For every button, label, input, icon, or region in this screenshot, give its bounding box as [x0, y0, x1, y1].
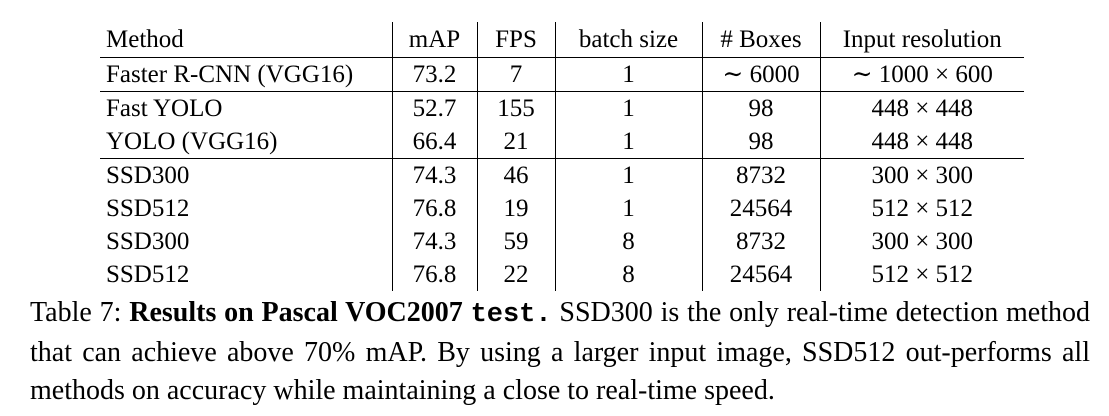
header-map: mAP — [391, 22, 477, 58]
cell-map: 52.7 — [391, 91, 477, 125]
cell-boxes: 98 — [701, 91, 820, 125]
cell-map: 66.4 — [391, 125, 477, 159]
table-row: SSD512 76.8 19 1 24564 512 × 512 — [100, 192, 1024, 225]
cell-map: 73.2 — [391, 57, 477, 92]
cell-batch-size: 8 — [554, 225, 702, 258]
header-input-resolution: Input resolution — [819, 22, 1024, 58]
cell-method: SSD512 — [106, 195, 190, 222]
cell-fps: 19 — [476, 192, 555, 225]
cell-boxes: ∼ 6000 — [701, 57, 820, 92]
caption-title-code: test. — [470, 300, 552, 330]
cell-method: YOLO (VGG16) — [106, 128, 278, 155]
cell-batch-size: 1 — [554, 158, 702, 192]
cell-fps: 22 — [476, 258, 555, 291]
header-boxes: # Boxes — [701, 22, 820, 58]
cell-batch-size: 1 — [554, 192, 702, 225]
cell-input-resolution: 300 × 300 — [819, 225, 1024, 258]
cell-fps: 21 — [476, 125, 555, 159]
cell-boxes: 24564 — [701, 258, 820, 291]
caption-title: Results on Pascal VOC2007 — [129, 297, 463, 328]
results-table: Method mAP FPS batch size # Boxes Input … — [100, 22, 1024, 291]
caption-body: SSD300 is the only real-time detection m… — [30, 297, 1091, 406]
cell-boxes: 8732 — [701, 225, 820, 258]
cell-method: Faster R-CNN (VGG16) — [106, 61, 354, 88]
cell-fps: 7 — [476, 57, 555, 92]
cell-batch-size: 1 — [554, 125, 702, 159]
cell-boxes: 24564 — [701, 192, 820, 225]
header-batch-size: batch size — [554, 22, 702, 58]
cell-method: SSD300 — [106, 228, 190, 255]
cell-method: SSD300 — [100, 158, 392, 192]
cell-fps: 59 — [476, 225, 555, 258]
cell-map: 74.3 — [391, 225, 477, 258]
table-caption: Table 7: Results on Pascal VOC2007 test.… — [30, 294, 1090, 410]
cell-boxes: 98 — [701, 125, 820, 159]
header-fps: FPS — [476, 22, 555, 58]
caption-label: Table 7: — [30, 297, 122, 328]
cell-input-resolution: 300 × 300 — [819, 158, 1024, 192]
cell-fps: 46 — [476, 158, 555, 192]
cell-map: 74.3 — [391, 158, 477, 192]
cell-batch-size: 8 — [554, 258, 702, 291]
table-row: Faster R-CNN (VGG16) 73.2 7 1 ∼ 6000 ∼ 1… — [100, 57, 1024, 92]
cell-map: 76.8 — [391, 258, 477, 291]
cell-input-resolution: ∼ 1000 × 600 — [819, 57, 1024, 92]
table-row: YOLO (VGG16) 66.4 21 1 98 448 × 448 — [100, 125, 1024, 159]
table-row: SSD300 74.3 59 8 8732 300 × 300 — [100, 225, 1024, 258]
cell-input-resolution: 448 × 448 — [819, 125, 1024, 159]
cell-input-resolution: 512 × 512 — [819, 258, 1024, 291]
cell-method: SSD512 — [106, 261, 190, 288]
table-row: Fast YOLO 52.7 155 1 98 448 × 448 — [100, 91, 1024, 125]
cell-batch-size: 1 — [554, 91, 702, 125]
table-row: SSD512 76.8 22 8 24564 512 × 512 — [100, 258, 1024, 291]
cell-input-resolution: 512 × 512 — [819, 192, 1024, 225]
cell-method: Fast YOLO — [100, 91, 392, 125]
cell-input-resolution: 448 × 448 — [819, 91, 1024, 125]
cell-batch-size: 1 — [554, 57, 702, 92]
cell-map: 76.8 — [391, 192, 477, 225]
cell-boxes: 8732 — [701, 158, 820, 192]
cell-fps: 155 — [476, 91, 555, 125]
header-method: Method — [100, 22, 392, 58]
table-row: SSD300 74.3 46 1 8732 300 × 300 — [100, 158, 1024, 192]
results-table-container: Method mAP FPS batch size # Boxes Input … — [100, 22, 1024, 291]
table-header-row: Method mAP FPS batch size # Boxes Input … — [100, 22, 1024, 58]
